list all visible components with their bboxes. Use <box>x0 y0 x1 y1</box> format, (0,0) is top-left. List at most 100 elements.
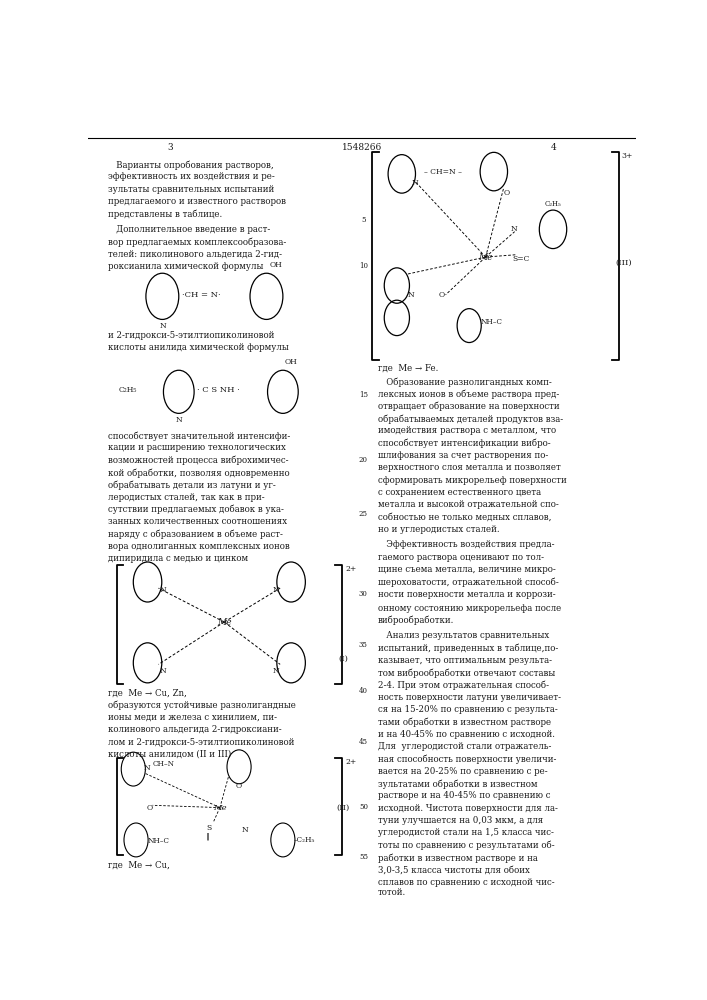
Text: телей: пиколинового альдегида 2-гид-: телей: пиколинового альдегида 2-гид- <box>107 249 281 258</box>
Text: шлифования за счет растворения по-: шлифования за счет растворения по- <box>378 451 548 460</box>
Text: N: N <box>176 416 182 424</box>
Text: зультатами обработки в известном: зультатами обработки в известном <box>378 779 537 789</box>
Text: NH–C: NH–C <box>480 318 502 326</box>
Text: N: N <box>241 826 248 834</box>
Text: лексных ионов в объеме раствора пред-: лексных ионов в объеме раствора пред- <box>378 389 559 399</box>
Text: ионы меди и железа с хинилием, пи-: ионы меди и железа с хинилием, пи- <box>107 713 276 722</box>
Text: N: N <box>272 586 279 594</box>
Text: наряду с образованием в объеме раст-: наряду с образованием в объеме раст- <box>107 530 282 539</box>
Text: (I): (I) <box>338 655 348 663</box>
Text: исходной. Чистота поверхности для ла-: исходной. Чистота поверхности для ла- <box>378 804 558 813</box>
Text: леродистых сталей, так как в при-: леродистых сталей, так как в при- <box>107 493 264 502</box>
Text: ся на 15-20% по сравнению с результа-: ся на 15-20% по сравнению с результа- <box>378 705 557 714</box>
Text: 50: 50 <box>359 803 368 811</box>
Text: ности поверхности металла и коррози-: ности поверхности металла и коррози- <box>378 590 555 599</box>
Text: способствует интенсификации вибро-: способствует интенсификации вибро- <box>378 439 550 448</box>
Text: 20: 20 <box>359 456 368 464</box>
Text: Анализ результатов сравнительных: Анализ результатов сравнительных <box>378 631 549 640</box>
Text: тами обработки в известном растворе: тами обработки в известном растворе <box>378 718 551 727</box>
Text: сформировать микрорельеф поверхности: сформировать микрорельеф поверхности <box>378 476 566 485</box>
Text: N: N <box>160 667 166 675</box>
Text: N: N <box>272 667 279 675</box>
Text: N: N <box>407 291 414 299</box>
Text: кислоты анилидом (II и III): кислоты анилидом (II и III) <box>107 750 231 759</box>
Text: 55: 55 <box>359 853 368 861</box>
Text: туни улучшается на 0,03 мкм, а для: туни улучшается на 0,03 мкм, а для <box>378 816 543 825</box>
Text: NH–C: NH–C <box>148 837 170 845</box>
Text: колинового альдегида 2-гидроксиани-: колинового альдегида 2-гидроксиани- <box>107 725 281 734</box>
Text: лом и 2-гидрокси-5-этилтиопиколиновой: лом и 2-гидрокси-5-этилтиопиколиновой <box>107 738 294 747</box>
Text: казывает, что оптимальным результа-: казывает, что оптимальным результа- <box>378 656 551 665</box>
Text: N: N <box>510 225 517 233</box>
Text: 3,0-3,5 класса чистоты для обоих: 3,0-3,5 класса чистоты для обоих <box>378 865 530 874</box>
Text: углеродистой стали на 1,5 класса чис-: углеродистой стали на 1,5 класса чис- <box>378 828 554 837</box>
Text: Дополнительное введение в раст-: Дополнительное введение в раст- <box>107 225 270 234</box>
Text: Для  углеродистой стали отражатель-: Для углеродистой стали отражатель- <box>378 742 551 751</box>
Text: 2+: 2+ <box>346 758 357 766</box>
Text: вора однолиганных комплексных ионов: вора однолиганных комплексных ионов <box>107 542 289 551</box>
Text: 35: 35 <box>359 641 368 649</box>
Text: с сохранением естественного цвета: с сохранением естественного цвета <box>378 488 541 497</box>
Text: 25: 25 <box>359 510 368 518</box>
Text: Me: Me <box>217 618 232 627</box>
Text: эффективность их воздействия и ре-: эффективность их воздействия и ре- <box>107 172 274 181</box>
Text: виброобработки.: виброобработки. <box>378 616 454 625</box>
Text: обрабатывать детали из латуни и уг-: обрабатывать детали из латуни и уг- <box>107 480 275 490</box>
Text: испытаний, приведенных в таблице,по-: испытаний, приведенных в таблице,по- <box>378 644 558 653</box>
Text: Эффективность воздействия предла-: Эффективность воздействия предла- <box>378 540 554 549</box>
Text: – CH=N –: – CH=N – <box>423 168 462 176</box>
Text: ная способность поверхности увеличи-: ная способность поверхности увеличи- <box>378 754 556 764</box>
Text: кислоты анилида химической формулы: кислоты анилида химической формулы <box>107 343 288 352</box>
Text: 2-4. При этом отражательная способ-: 2-4. При этом отражательная способ- <box>378 681 549 690</box>
Text: зультаты сравнительных испытаний: зультаты сравнительных испытаний <box>107 185 274 194</box>
Text: 30: 30 <box>359 590 368 598</box>
Text: вор предлагаемых комплексообразова-: вор предлагаемых комплексообразова- <box>107 237 286 247</box>
Text: CH–N: CH–N <box>153 760 175 768</box>
Text: N: N <box>144 764 150 772</box>
Text: (II): (II) <box>336 804 349 812</box>
Text: предлагаемого и известного растворов: предлагаемого и известного растворов <box>107 197 286 206</box>
Text: занных количественных соотношениях: занных количественных соотношениях <box>107 517 286 526</box>
Text: отвращает образование на поверхности: отвращает образование на поверхности <box>378 402 559 411</box>
Text: Me: Me <box>213 804 227 812</box>
Text: представлены в таблице.: представлены в таблице. <box>107 209 222 219</box>
Text: том виброобработки отвечают составы: том виброобработки отвечают составы <box>378 668 555 678</box>
Text: 3+: 3+ <box>621 152 633 160</box>
Text: шероховатости, отражательной способ-: шероховатости, отражательной способ- <box>378 577 559 587</box>
Text: онному состоянию микрорельефа после: онному состоянию микрорельефа после <box>378 604 561 613</box>
Text: металла и высокой отражательной спо-: металла и высокой отражательной спо- <box>378 500 559 509</box>
Text: где  Me → Cu,: где Me → Cu, <box>107 861 170 870</box>
Text: N: N <box>160 322 167 330</box>
Text: гаемого раствора оценивают по тол-: гаемого раствора оценивают по тол- <box>378 553 544 562</box>
Text: N: N <box>411 179 419 187</box>
Text: и на 40-45% по сравнению с исходной.: и на 40-45% по сравнению с исходной. <box>378 730 555 739</box>
Text: имодействия раствора с металлом, что: имодействия раствора с металлом, что <box>378 426 556 435</box>
Text: · C S NH ·: · C S NH · <box>197 386 240 394</box>
Text: тоты по сравнению с результатами об-: тоты по сравнению с результатами об- <box>378 841 554 850</box>
Text: сплавов по сравнению с исходной чис-: сплавов по сравнению с исходной чис- <box>378 878 554 887</box>
Text: растворе и на 40-45% по сравнению с: растворе и на 40-45% по сравнению с <box>378 791 550 800</box>
Text: 1548266: 1548266 <box>342 143 382 152</box>
Text: O: O <box>146 804 153 812</box>
Text: Me: Me <box>479 253 493 262</box>
Text: тотой.: тотой. <box>378 888 406 897</box>
Text: роксианила химической формулы: роксианила химической формулы <box>107 262 263 271</box>
Text: C₂H₅: C₂H₅ <box>119 385 137 393</box>
Text: (III): (III) <box>616 258 632 266</box>
Text: OH: OH <box>269 261 282 269</box>
Text: ‖: ‖ <box>206 832 210 840</box>
Text: S=C: S=C <box>512 255 530 263</box>
Text: 40: 40 <box>359 687 368 695</box>
Text: ность поверхности латуни увеличивает-: ность поверхности латуни увеличивает- <box>378 693 561 702</box>
Text: вается на 20-25% по сравнению с ре-: вается на 20-25% по сравнению с ре- <box>378 767 547 776</box>
Text: 3: 3 <box>168 143 173 152</box>
Text: OH: OH <box>284 358 297 366</box>
Text: щине съема металла, величине микро-: щине съема металла, величине микро- <box>378 565 556 574</box>
Text: O: O <box>503 189 509 197</box>
Text: способствует значительной интенсифи-: способствует значительной интенсифи- <box>107 431 290 441</box>
Text: C₂H₅: C₂H₅ <box>544 200 561 208</box>
Text: и 2-гидрокси-5-этилтиопиколиновой: и 2-гидрокси-5-этилтиопиколиновой <box>107 331 274 340</box>
Text: кации и расширению технологических: кации и расширению технологических <box>107 443 286 452</box>
Text: сутствии предлагаемых добавок в ука-: сутствии предлагаемых добавок в ука- <box>107 505 284 514</box>
Text: собностью не только медных сплавов,: собностью не только медных сплавов, <box>378 513 551 522</box>
